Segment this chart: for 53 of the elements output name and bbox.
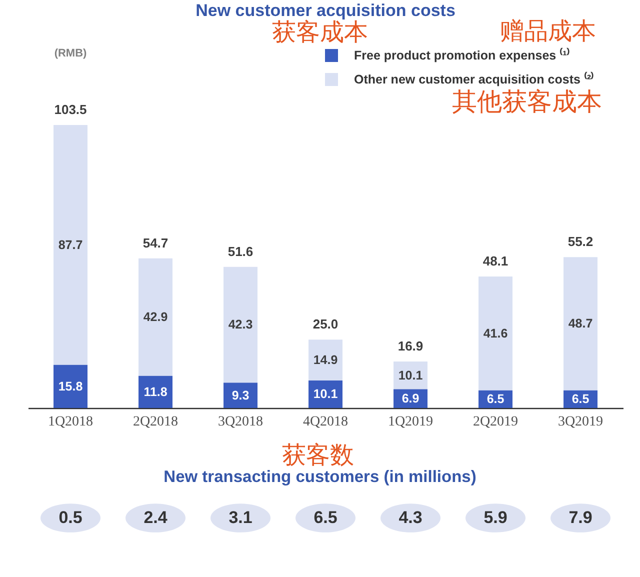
total-label: 55.2 (568, 234, 594, 250)
text: 其他获客成本 (452, 88, 602, 116)
total-label: 25.0 (312, 316, 338, 332)
data-label: 6.5 (486, 392, 504, 406)
data-label: 5.9 (484, 508, 508, 527)
data-label: 87.7 (58, 238, 83, 252)
data-label: 42.3 (228, 318, 253, 332)
total-label: 48.1 (482, 253, 508, 268)
bar (138, 376, 172, 408)
data-label: 6.9 (402, 392, 420, 406)
data-label: 6.5 (314, 508, 338, 527)
y-axis-title: (RMB) (54, 48, 88, 60)
data-label: 7.9 (568, 508, 592, 527)
total-label: 16.9 (398, 338, 424, 354)
x-tick-label: 1Q2019 (388, 414, 434, 430)
data-label: 6.5 (572, 392, 590, 406)
legend-label: Other new customer acquisition costs ⁽²⁾ (354, 72, 594, 86)
data-label: 48.7 (568, 316, 593, 331)
data-label: 9.3 (232, 388, 250, 402)
legend-label: Free product promotion expenses ⁽¹⁾ (354, 48, 570, 62)
data-label: 15.8 (58, 379, 83, 394)
bar (224, 266, 258, 383)
total-label: 103.5 (54, 102, 87, 117)
text: 获客成本 (272, 19, 368, 46)
bar (138, 258, 172, 376)
bar (308, 340, 342, 380)
data-label: 3.1 (228, 508, 252, 527)
total-label: 51.6 (228, 244, 254, 259)
data-label: 2.4 (144, 508, 168, 527)
x-tick-label: 1Q2018 (48, 414, 94, 430)
text: 获客数 (282, 442, 354, 469)
bar (54, 125, 88, 365)
x-tick-label: 2Q2018 (132, 414, 178, 430)
text: New transacting customers (in millions) (164, 468, 476, 486)
data-label: 0.5 (58, 508, 82, 527)
total-label: 54.7 (142, 235, 168, 250)
x-tick-label: 3Q2018 (218, 414, 264, 430)
bar (54, 364, 88, 408)
data-label: 4.3 (398, 508, 422, 527)
x-tick-label: 3Q2019 (558, 414, 604, 430)
data-label: 10.1 (398, 368, 423, 382)
data-label: 11.8 (144, 384, 168, 399)
text: 赠品成本 (500, 18, 596, 45)
x-tick-label: 2Q2019 (472, 414, 518, 430)
chart-title: New customer acquisition costs (196, 1, 456, 20)
data-label: 10.1 (313, 387, 338, 402)
data-label: 42.9 (143, 310, 168, 324)
bar (564, 257, 598, 390)
bar (478, 276, 512, 390)
x-tick-label: 4Q2018 (302, 414, 348, 430)
bar (224, 382, 258, 408)
data-label: 14.9 (313, 353, 338, 368)
data-label: 41.6 (483, 326, 508, 340)
